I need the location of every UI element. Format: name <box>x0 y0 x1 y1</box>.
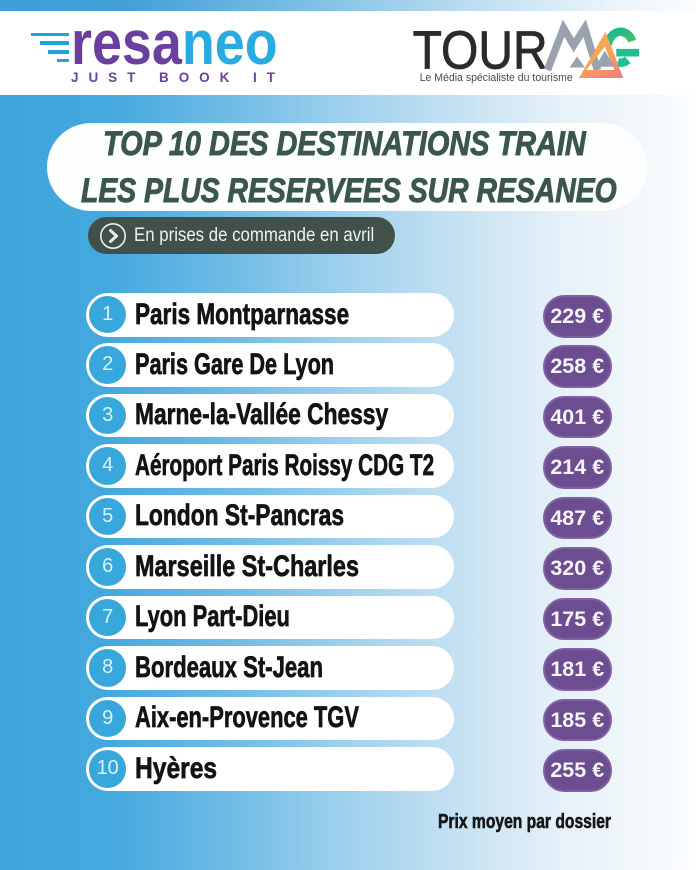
svg-text:Le Média spécialiste du touris: Le Média spécialiste du tourisme <box>420 72 573 84</box>
svg-text:TOUR: TOUR <box>413 21 548 81</box>
